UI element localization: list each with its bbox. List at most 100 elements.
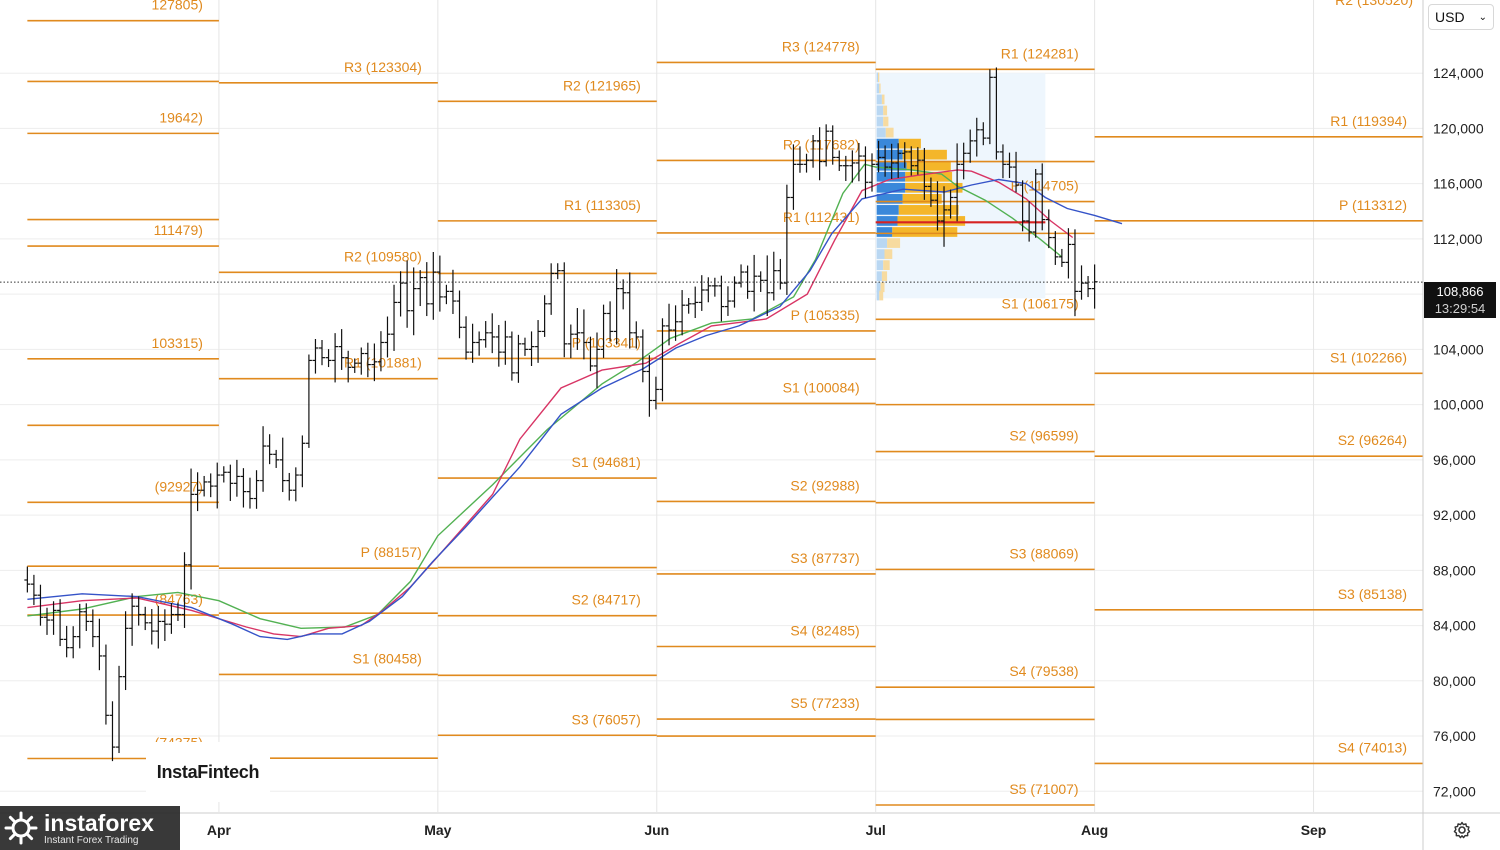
ohlc-bar bbox=[299, 435, 306, 488]
ohlc-bar bbox=[83, 603, 90, 631]
ohlc-bar bbox=[476, 331, 483, 356]
ohlc-bar bbox=[155, 605, 162, 649]
volume-bar-buy bbox=[905, 171, 953, 182]
ohlc-bar bbox=[76, 603, 83, 649]
ohlc-bar bbox=[233, 459, 240, 497]
price-tick-label: 76,000 bbox=[1433, 728, 1476, 744]
ohlc-bar bbox=[862, 146, 869, 198]
ohlc-bar bbox=[921, 147, 928, 200]
volume-bar-buy bbox=[906, 160, 951, 171]
volume-bar-sell bbox=[876, 83, 880, 94]
ohlc-bar bbox=[790, 144, 797, 210]
ohlc-bar bbox=[351, 358, 358, 373]
ohlc-bar bbox=[934, 181, 941, 231]
ohlc-bar bbox=[626, 272, 633, 349]
ohlc-bar bbox=[954, 143, 961, 222]
volume-bar-buy bbox=[883, 105, 888, 116]
ohlc-bar bbox=[836, 150, 843, 171]
ohlc-bar bbox=[37, 584, 44, 626]
price-tick-label: 80,000 bbox=[1433, 673, 1476, 689]
pivot-label: S4 (79538) bbox=[1009, 663, 1078, 679]
currency-dropdown[interactable]: USD ⌄ bbox=[1428, 4, 1494, 30]
pivot-label: R1 (113305) bbox=[564, 197, 641, 213]
ohlc-bar bbox=[561, 262, 568, 358]
ohlc-bar bbox=[1085, 276, 1092, 298]
ohlc-bar bbox=[129, 593, 136, 646]
pivot-label: S1 (100084) bbox=[783, 379, 860, 395]
ohlc-bar bbox=[286, 472, 293, 501]
month-tick-label: Apr bbox=[207, 822, 232, 838]
month-tick-label: Jun bbox=[644, 822, 669, 838]
ohlc-bar bbox=[227, 464, 234, 501]
ohlc-bar bbox=[666, 303, 673, 346]
ohlc-bar bbox=[371, 343, 378, 382]
ohlc-bar bbox=[679, 290, 686, 336]
ohlc-bar bbox=[521, 337, 528, 356]
ohlc-bar bbox=[188, 468, 195, 590]
ohlc-bar bbox=[999, 144, 1006, 179]
ohlc-bar bbox=[436, 255, 443, 312]
ohlc-bar bbox=[738, 264, 745, 288]
pivot-label: S3 (87737) bbox=[790, 550, 859, 566]
last-price-tag: 108,866 13:29:54 bbox=[1424, 282, 1496, 318]
ohlc-bar bbox=[1032, 168, 1039, 238]
ohlc-bar bbox=[535, 320, 542, 363]
ohlc-bar bbox=[70, 626, 77, 659]
pivot-label: 111479) bbox=[154, 222, 203, 238]
ohlc-bar bbox=[338, 329, 345, 370]
ohlc-bar bbox=[397, 271, 404, 317]
pivot-label: R2 (109580) bbox=[344, 248, 422, 264]
volume-bar-sell bbox=[876, 260, 884, 271]
ohlc-bar bbox=[30, 574, 37, 606]
ohlc-bar bbox=[384, 316, 391, 358]
ohlc-bar bbox=[456, 290, 463, 339]
ohlc-bar bbox=[1071, 229, 1078, 317]
pivot-label: P (114705) bbox=[1011, 178, 1079, 194]
currency-value: USD bbox=[1435, 9, 1465, 25]
ohlc-bar bbox=[692, 286, 699, 319]
pivot-label: R1 (112431) bbox=[783, 209, 860, 225]
pivot-label: S2 (96599) bbox=[1009, 428, 1078, 444]
price-tick-label: 120,000 bbox=[1433, 120, 1484, 136]
ohlc-bar bbox=[430, 251, 437, 320]
ohlc-bar bbox=[993, 67, 1000, 160]
instaforex-brand: instaforex bbox=[44, 809, 154, 836]
volume-profile bbox=[875, 72, 1046, 301]
volume-bar-buy bbox=[887, 238, 901, 248]
ohlc-bar bbox=[161, 609, 168, 642]
volume-bar-buy bbox=[884, 249, 893, 259]
ohlc-bars bbox=[24, 67, 1098, 762]
ohlc-bar bbox=[888, 143, 895, 179]
pivot-label: R2 (130520) bbox=[1335, 0, 1413, 8]
ohlc-bar bbox=[967, 129, 974, 163]
ohlc-bar bbox=[580, 309, 587, 360]
ohlc-bar bbox=[941, 186, 948, 247]
ohlc-bar bbox=[731, 276, 738, 308]
ohlc-bar bbox=[751, 254, 758, 312]
volume-bar-sell bbox=[876, 94, 882, 105]
gear-icon[interactable] bbox=[1452, 820, 1472, 840]
ohlc-bar bbox=[423, 262, 430, 317]
pivot-label: R1 (101881) bbox=[344, 355, 422, 371]
price-tick-label: 96,000 bbox=[1433, 452, 1476, 468]
ohlc-bar bbox=[174, 602, 181, 621]
volume-bar-sell bbox=[876, 238, 888, 248]
volume-bar-buy bbox=[902, 193, 942, 204]
ohlc-bar bbox=[600, 304, 607, 358]
ohlc-bar bbox=[829, 125, 836, 165]
ohlc-bar bbox=[633, 321, 640, 349]
pivot-label: S3 (76057) bbox=[571, 711, 640, 727]
ohlc-bar bbox=[148, 609, 155, 645]
ohlc-bar bbox=[816, 127, 823, 181]
ohlc-bar bbox=[109, 701, 116, 762]
ohlc-bar bbox=[194, 472, 201, 512]
pivot-label: S3 (88069) bbox=[1009, 545, 1078, 561]
chevron-down-icon: ⌄ bbox=[1478, 11, 1487, 23]
ohlc-bar bbox=[246, 477, 253, 509]
ohlc-bar bbox=[57, 599, 64, 647]
volume-bar-buy bbox=[897, 216, 966, 226]
ohlc-bar bbox=[895, 143, 902, 178]
ohlc-bar bbox=[1019, 180, 1026, 232]
price-tick-label: 112,000 bbox=[1433, 231, 1483, 247]
